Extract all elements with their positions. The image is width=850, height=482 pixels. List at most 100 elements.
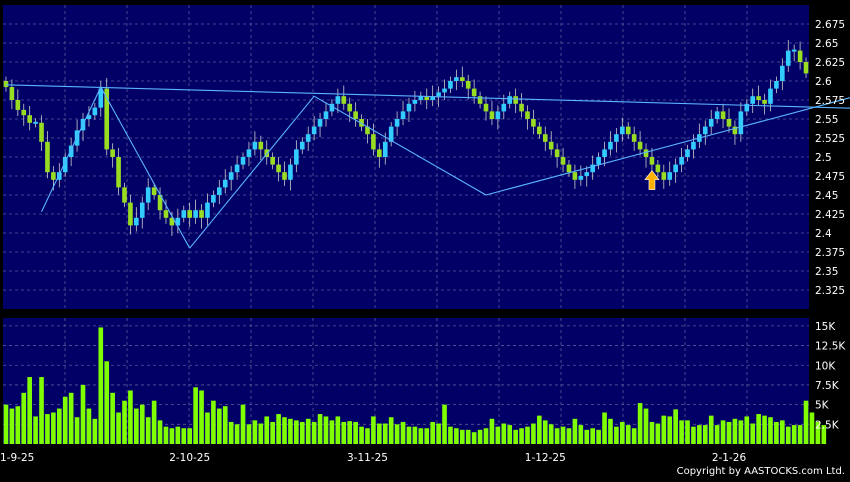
candle-body [531,119,536,127]
volume-bar [560,426,566,444]
candle-body [768,88,773,104]
candle-body [353,111,358,119]
candle-body [762,100,767,104]
candle-body [217,187,222,195]
candle-body [726,119,732,127]
price-tick-label: 2.475 [815,171,845,183]
candlesticks [3,39,809,237]
price-tick-label: 2.6 [815,76,832,88]
candle-body [169,217,175,226]
trend-line [5,84,850,109]
volume-bar [537,415,542,444]
volume-bar [572,418,578,444]
signal-arrow-shape [644,170,660,190]
candle-body [661,172,667,180]
candle-body [128,202,133,226]
price-tick-label: 2.675 [815,19,845,31]
volume-bar [276,414,281,444]
candle-body [738,111,744,135]
volume-bar [554,428,560,444]
volume-panel: 15K 12.5K 10K 7.5K 5K 2.5K [3,318,846,444]
volume-bar [134,408,139,444]
candle-body [691,141,696,150]
candle-body [578,176,584,180]
price-tick-label: 2.55 [815,114,838,126]
volume-bar [744,416,750,444]
candle-body [15,100,21,110]
volume-bar [151,400,157,444]
candle-body [702,126,708,135]
price-tick-label: 2.65 [815,38,838,50]
candle-body [803,62,809,74]
volume-bar [513,429,518,444]
candle-body [454,77,459,81]
candle-body [157,195,163,211]
volume-bar [157,420,163,444]
volume-bar [625,425,631,444]
volume-bar [222,406,228,444]
volume-tick-label: 2.5K [815,419,840,431]
candle-body [620,126,625,135]
price-grid [3,23,809,291]
candle-body [489,111,495,119]
candle-body [430,96,435,100]
volume-bar [80,384,86,444]
volume-tick-label: 10K [815,360,836,372]
candle-body [365,126,370,135]
volume-bar [234,424,240,444]
candle-body [590,164,595,173]
volume-bar [270,421,275,444]
price-tick-label: 2.325 [815,285,845,297]
candle-body [477,96,483,104]
candle-body [45,141,50,173]
candle-body [602,149,607,157]
candle-body [62,157,68,173]
volume-bar [791,425,797,444]
trend-line [485,97,850,196]
candle-body [513,96,518,104]
volume-bar [412,426,418,444]
volume-bar [483,428,489,444]
volume-bar [602,412,607,444]
volume-bar [110,392,115,444]
candle-body [667,172,673,180]
candle-body [714,111,720,119]
volume-bar [175,426,181,444]
volume-bar [566,428,572,444]
volume-bar [62,396,68,444]
volume-bar [335,416,341,444]
candle-body [596,157,601,165]
volume-bar [406,426,412,444]
volume-bar [353,421,358,444]
x-tick-label: 2-10-25 [169,452,210,464]
volume-bar [3,404,9,444]
volume-bar [317,414,323,444]
candle-body [483,103,489,112]
price-y-axis: 2.675 2.65 2.625 2.6 2.575 2.55 2.525 2.5 2.475 2… [815,19,845,297]
volume-bar [211,400,216,444]
volume-bar [797,425,803,444]
candle-body [780,65,785,81]
volume-bar [377,423,382,444]
volume-bar [365,428,370,444]
price-tick-label: 2.35 [815,266,838,278]
volume-bar [774,421,779,444]
volume-bar [780,420,785,444]
candle-body [193,210,198,218]
volume-bar [193,387,198,444]
volume-bar [596,429,601,444]
candle-body [471,88,477,97]
volume-bar [430,421,435,444]
volume-bar [442,404,447,444]
volume-bar [465,429,471,444]
volume-bar [86,408,92,444]
volume-bar [388,417,394,444]
volume-bar [643,408,649,444]
volume-bar [821,425,827,444]
volume-bar [163,426,169,444]
volume-bar [661,415,667,444]
trend-line [100,86,191,249]
candle-body [519,103,524,112]
x-axis: 1-9-252-10-253-11-251-12-252-1-262-2-26 [0,452,746,464]
